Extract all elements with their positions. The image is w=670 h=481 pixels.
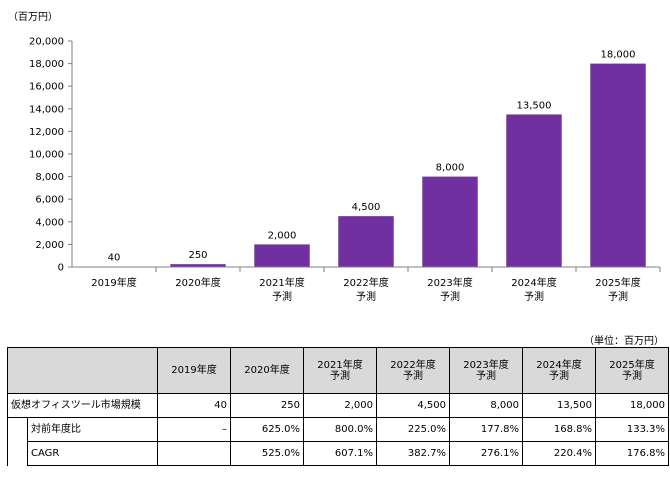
table-indent-cell [7, 417, 28, 466]
table-header-corner [7, 347, 158, 394]
table-header-2021: 2021年度 予測 [303, 347, 377, 394]
table-cell: 168.8% [522, 417, 596, 442]
table-cell [157, 441, 231, 466]
table-header-2020: 2020年度 [230, 347, 304, 394]
table-row-cagr: CAGR 525.0% 607.1% 382.7% 276.1% 220.4% … [8, 441, 669, 466]
y-tick-label: 12,000 [29, 127, 64, 138]
y-unit-label: （百万円） [8, 11, 58, 23]
bar [506, 114, 562, 267]
data-label: 2,000 [268, 230, 297, 241]
data-label: 40 [108, 253, 121, 264]
table-header-2024: 2024年度 予測 [522, 347, 596, 394]
y-tick-label: 4,000 [35, 217, 64, 228]
data-table: 2019年度 2020年度 2021年度 予測 2022年度 予測 2023年度… [7, 347, 669, 466]
table-cell: 177.8% [449, 417, 523, 442]
bar [338, 216, 394, 267]
table-cell: 220.4% [522, 441, 596, 466]
y-tick-label: 0 [58, 263, 64, 274]
table-cell: 13,500 [522, 393, 596, 418]
table-cell: 18,000 [595, 393, 669, 418]
table-cell: 4,500 [376, 393, 450, 418]
table-cell: 607.1% [303, 441, 377, 466]
y-tick-label: 14,000 [29, 104, 64, 115]
data-label: 4,500 [352, 202, 381, 213]
y-tick-label: 18,000 [29, 59, 64, 70]
table-cell: 276.1% [449, 441, 523, 466]
bar [170, 264, 226, 267]
data-label: 13,500 [517, 100, 552, 111]
bar [422, 176, 478, 267]
table-cell: 133.3% [595, 417, 669, 442]
x-tick-label: 2022年度予測 [343, 276, 388, 303]
table-row-market-size: 仮想オフィスツール市場規模 40 250 2,000 4,500 8,000 1… [7, 393, 669, 418]
table-cell: 625.0% [230, 417, 304, 442]
x-tick-label: 2025年度予測 [595, 276, 640, 303]
y-tick-label: 8,000 [35, 172, 64, 183]
y-tick-label: 16,000 [29, 82, 64, 93]
y-axis: 0 2,000 4,000 6,000 8,000 10,000 12,000 14,000 1… [29, 37, 73, 274]
table-cell: 225.0% [376, 417, 450, 442]
row-label-cagr: CAGR [27, 441, 158, 466]
bar-series: 40 250 2,000 4,500 8,000 13,500 18,000 [86, 50, 646, 268]
data-label: 8,000 [436, 163, 465, 174]
y-tick-label: 10,000 [29, 150, 64, 161]
table-cell: 40 [157, 393, 231, 418]
table-cell: 250 [230, 393, 304, 418]
y-tick-label: 20,000 [29, 37, 64, 48]
x-axis: 2019年度 2020年度 2021年度予測 2022年度予測 2023年度予測 2024… [72, 266, 661, 303]
x-tick-label: 2023年度予測 [427, 276, 472, 303]
table-cell: 525.0% [230, 441, 304, 466]
bar [590, 63, 646, 267]
table-cell: – [157, 417, 231, 442]
table-header-2022: 2022年度 予測 [376, 347, 450, 394]
bar-chart: （百万円） 0 2,000 4,000 6,000 8,000 10,000 12,000 1… [8, 11, 661, 303]
x-tick-label: 2019年度 [91, 276, 136, 289]
y-tick-label: 2,000 [35, 240, 64, 251]
table-row-yoy: 対前年度比 – 625.0% 800.0% 225.0% 177.8% 168.… [7, 417, 669, 466]
table-cell: 2,000 [303, 393, 377, 418]
row-label-market-size: 仮想オフィスツール市場規模 [7, 393, 158, 418]
y-tick-label: 6,000 [35, 195, 64, 206]
table-cell: 8,000 [449, 393, 523, 418]
bar [254, 244, 310, 267]
table-cell: 800.0% [303, 417, 377, 442]
data-label: 18,000 [601, 50, 636, 61]
table-unit-note: （単位：百万円） [584, 336, 664, 347]
table-header-2023: 2023年度 予測 [449, 347, 523, 394]
table-cell: 382.7% [376, 441, 450, 466]
table-header-2025: 2025年度 予測 [595, 347, 669, 394]
data-label: 250 [188, 250, 207, 261]
x-tick-label: 2021年度予測 [259, 276, 304, 303]
x-tick-label: 2024年度予測 [511, 276, 556, 303]
table-header-2019: 2019年度 [157, 347, 231, 394]
row-label-yoy: 対前年度比 [27, 417, 158, 442]
x-tick-label: 2020年度 [175, 276, 220, 289]
table-cell: 176.8% [595, 441, 669, 466]
table-header-row: 2019年度 2020年度 2021年度 予測 2022年度 予測 2023年度… [7, 347, 669, 394]
